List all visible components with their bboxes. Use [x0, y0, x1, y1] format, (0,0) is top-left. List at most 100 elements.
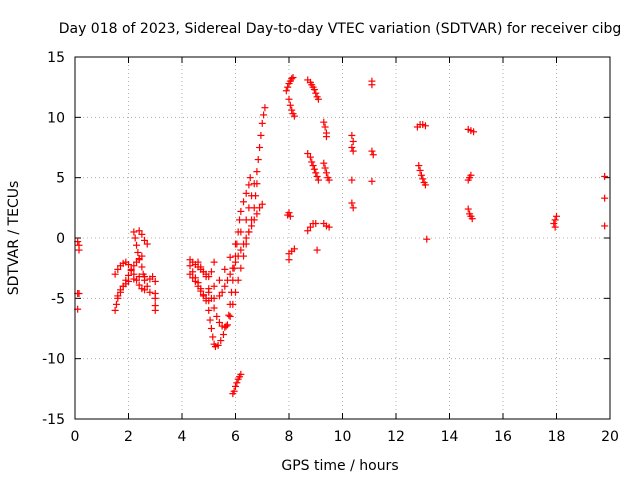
data-point — [205, 297, 213, 305]
data-point — [240, 240, 248, 248]
data-point — [205, 273, 213, 281]
data-point — [125, 271, 132, 279]
y-tick-label: -5 — [51, 291, 65, 307]
data-point — [223, 276, 231, 284]
y-tick-label: 10 — [47, 110, 65, 126]
data-point — [135, 281, 143, 289]
data-point — [289, 74, 297, 82]
data-point — [256, 204, 264, 212]
data-point — [131, 234, 139, 242]
data-point — [468, 215, 476, 223]
data-point — [229, 300, 237, 308]
data-point — [417, 171, 425, 179]
data-point — [221, 282, 229, 290]
data-point — [550, 220, 558, 228]
data-point — [135, 227, 143, 235]
data-point — [116, 286, 124, 294]
data-point — [226, 312, 234, 320]
data-point — [288, 75, 296, 83]
data-point — [348, 144, 356, 151]
data-point — [248, 192, 256, 200]
data-point — [209, 333, 217, 341]
data-point — [130, 275, 138, 283]
data-point — [322, 169, 330, 177]
x-tick-label: 4 — [178, 429, 187, 445]
data-point — [232, 382, 239, 390]
data-point — [135, 256, 143, 264]
data-point — [553, 212, 560, 220]
data-point — [312, 220, 320, 228]
data-point — [321, 164, 329, 172]
data-point — [290, 112, 298, 120]
data-point — [253, 168, 261, 176]
data-point — [242, 216, 250, 224]
data-point — [141, 273, 149, 281]
data-point — [151, 294, 159, 302]
data-point — [419, 175, 427, 183]
data-point — [467, 171, 475, 179]
data-point — [368, 147, 376, 155]
data-point — [242, 234, 250, 242]
data-point — [310, 165, 318, 173]
data-point — [325, 223, 333, 231]
data-point — [232, 240, 239, 248]
data-point — [207, 268, 215, 276]
data-point — [138, 252, 146, 260]
y-tick-label: 0 — [56, 231, 65, 247]
data-point — [261, 104, 269, 112]
data-point — [141, 236, 149, 244]
data-point — [314, 176, 322, 184]
data-point — [197, 287, 205, 295]
data-point — [308, 158, 316, 166]
data-point — [423, 235, 431, 243]
data-point — [130, 262, 138, 270]
data-point — [285, 95, 293, 103]
data-point — [310, 86, 318, 94]
data-point — [210, 304, 218, 312]
data-point — [237, 228, 245, 236]
data-point — [254, 156, 262, 164]
data-point — [304, 150, 312, 158]
data-point — [133, 241, 141, 249]
data-point — [230, 387, 238, 395]
data-point — [348, 199, 356, 207]
data-point — [236, 216, 244, 224]
data-point — [151, 306, 159, 314]
data-point — [210, 294, 218, 302]
x-axis-title: GPS time / hours — [281, 458, 398, 474]
data-point — [218, 288, 226, 296]
data-point — [215, 318, 223, 326]
data-point — [111, 270, 119, 278]
data-point — [240, 198, 248, 206]
data-point — [285, 209, 293, 217]
x-tick-label: 12 — [387, 429, 405, 445]
data-point — [245, 204, 253, 212]
data-point — [237, 264, 245, 272]
y-tick-label: -15 — [42, 412, 65, 428]
data-point — [215, 292, 223, 300]
data-point — [245, 228, 253, 236]
data-point — [143, 282, 151, 290]
data-point — [416, 166, 424, 174]
data-point — [213, 312, 221, 320]
x-tick-label: 16 — [494, 429, 512, 445]
data-point — [421, 181, 429, 189]
grid — [75, 57, 610, 419]
data-point — [125, 277, 132, 285]
data-points — [74, 74, 609, 398]
data-point — [141, 286, 149, 294]
data-point — [368, 81, 376, 89]
data-point — [151, 277, 159, 285]
data-point — [138, 230, 146, 238]
data-point — [114, 265, 122, 273]
data-point — [601, 172, 609, 180]
data-point — [248, 222, 256, 230]
data-point — [290, 245, 298, 253]
data-point — [349, 204, 357, 212]
data-point — [111, 306, 119, 314]
data-point — [130, 228, 138, 236]
data-point — [312, 89, 320, 97]
data-point — [551, 216, 559, 224]
x-axis: 0 2 4 6 8 10 12 14 16 18 20 — [71, 57, 619, 445]
data-point — [219, 331, 227, 339]
